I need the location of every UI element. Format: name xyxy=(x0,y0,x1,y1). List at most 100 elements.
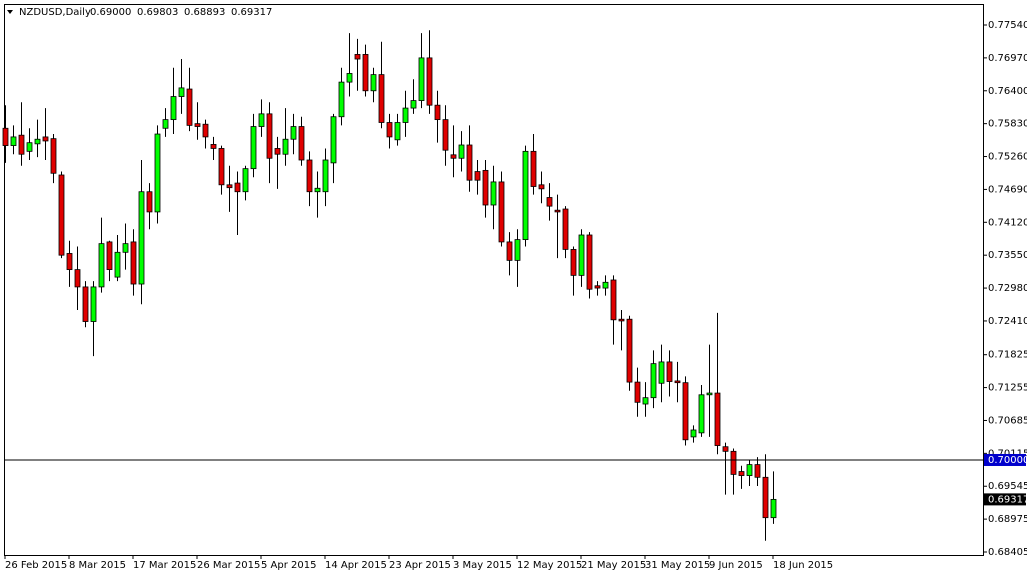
candle-body xyxy=(234,182,241,193)
candle-body xyxy=(394,122,401,141)
candle-body xyxy=(122,243,129,253)
y-tick-label: 0.73550 xyxy=(988,250,1027,261)
candle-body xyxy=(714,392,721,446)
candle-body xyxy=(290,126,297,140)
y-tick-label: 0.74120 xyxy=(988,217,1027,228)
candle-body xyxy=(338,81,345,118)
candle-body xyxy=(354,54,361,60)
candle-body xyxy=(490,181,497,206)
candle-body xyxy=(674,380,681,384)
candle-body xyxy=(250,126,257,170)
y-tick-label: 0.77540 xyxy=(988,20,1027,31)
ohlc-value: 0.69317 xyxy=(231,7,272,18)
ohlc-header: 0.69000 0.69803 0.68893 0.69317 xyxy=(90,7,272,18)
candle-body xyxy=(18,134,25,155)
candle-body xyxy=(378,74,385,123)
candle-body xyxy=(362,54,369,92)
y-tick-label: 0.69545 xyxy=(988,481,1027,492)
candle-body xyxy=(538,184,545,190)
candle-body xyxy=(306,159,313,193)
candle-body xyxy=(34,138,41,145)
candle-body xyxy=(690,429,697,438)
level-label: 0.70000 xyxy=(988,455,1027,466)
y-tick-label: 0.70685 xyxy=(988,415,1027,426)
candle-body xyxy=(242,168,249,193)
candle-body xyxy=(194,123,201,127)
candle-body xyxy=(98,243,105,288)
candle-body xyxy=(482,169,489,206)
candle-body xyxy=(618,318,625,322)
candle-body xyxy=(282,138,289,155)
x-tick-label: 3 May 2015 xyxy=(453,560,512,571)
y-tick-label: 0.68405 xyxy=(988,547,1027,558)
candle-body xyxy=(226,184,233,189)
candle-body xyxy=(458,144,465,159)
candle-body xyxy=(434,104,441,121)
x-tick-label: 8 Mar 2015 xyxy=(69,560,126,571)
candle-body xyxy=(722,446,729,452)
candle-body xyxy=(650,363,657,399)
candle-body xyxy=(178,87,185,97)
candle-body xyxy=(10,136,17,146)
candle-body xyxy=(2,127,9,146)
y-tick-label: 0.75830 xyxy=(988,119,1027,130)
candle-body xyxy=(146,191,153,213)
candle-body xyxy=(418,57,425,101)
candle-body xyxy=(514,239,521,261)
candle-body xyxy=(106,241,113,271)
candle-body xyxy=(546,197,553,207)
candle-body xyxy=(746,464,753,476)
x-tick-label: 18 Jun 2015 xyxy=(773,560,833,571)
candle-body xyxy=(498,181,505,243)
ohlc-value: 0.69000 xyxy=(90,7,131,18)
candle-body xyxy=(346,73,353,83)
candle-body xyxy=(90,286,97,322)
y-tick-label: 0.71825 xyxy=(988,350,1027,361)
candle-body xyxy=(594,285,601,289)
candle-body xyxy=(602,281,609,289)
candle-body xyxy=(730,450,737,475)
y-tick-label: 0.72410 xyxy=(988,316,1027,327)
candle-body xyxy=(706,392,713,396)
candle-body xyxy=(738,471,745,476)
candle-body xyxy=(570,249,577,276)
level-label-box xyxy=(984,453,1026,466)
y-tick-label: 0.74690 xyxy=(988,184,1027,195)
x-tick-label: 12 May 2015 xyxy=(517,560,582,571)
x-tick-label: 23 Apr 2015 xyxy=(389,560,451,571)
candle-body xyxy=(506,241,513,261)
y-tick-label: 0.75260 xyxy=(988,152,1027,163)
candle-body xyxy=(50,138,57,174)
candle-body xyxy=(74,269,81,288)
candle-body xyxy=(666,361,673,382)
candle-body xyxy=(82,286,89,322)
candle-body xyxy=(426,57,433,106)
candle-body xyxy=(410,100,417,109)
candle-body xyxy=(274,148,281,155)
candle-body xyxy=(530,150,537,187)
candle-body xyxy=(554,209,561,213)
candle-body xyxy=(770,498,777,519)
candle-body xyxy=(386,122,393,138)
candle-body xyxy=(626,318,633,383)
candle-body xyxy=(754,464,761,478)
y-tick-label: 0.76970 xyxy=(988,53,1027,64)
candle-body xyxy=(162,119,169,129)
y-tick-label: 0.76400 xyxy=(988,86,1027,97)
candle-body xyxy=(26,142,33,152)
candle-body xyxy=(66,253,73,271)
candle-body xyxy=(202,123,209,138)
candle-body xyxy=(130,241,137,285)
candle-body xyxy=(298,126,305,161)
menu-arrow[interactable] xyxy=(7,10,13,14)
candle-body xyxy=(642,397,649,405)
candle-body xyxy=(322,159,329,193)
x-tick-label: 17 Mar 2015 xyxy=(133,560,196,571)
x-tick-label: 9 Jun 2015 xyxy=(709,560,763,571)
ohlc-value: 0.68893 xyxy=(184,7,225,18)
y-tick-label: 0.72980 xyxy=(988,283,1027,294)
candle-body xyxy=(186,88,193,126)
candle-body xyxy=(474,171,481,181)
